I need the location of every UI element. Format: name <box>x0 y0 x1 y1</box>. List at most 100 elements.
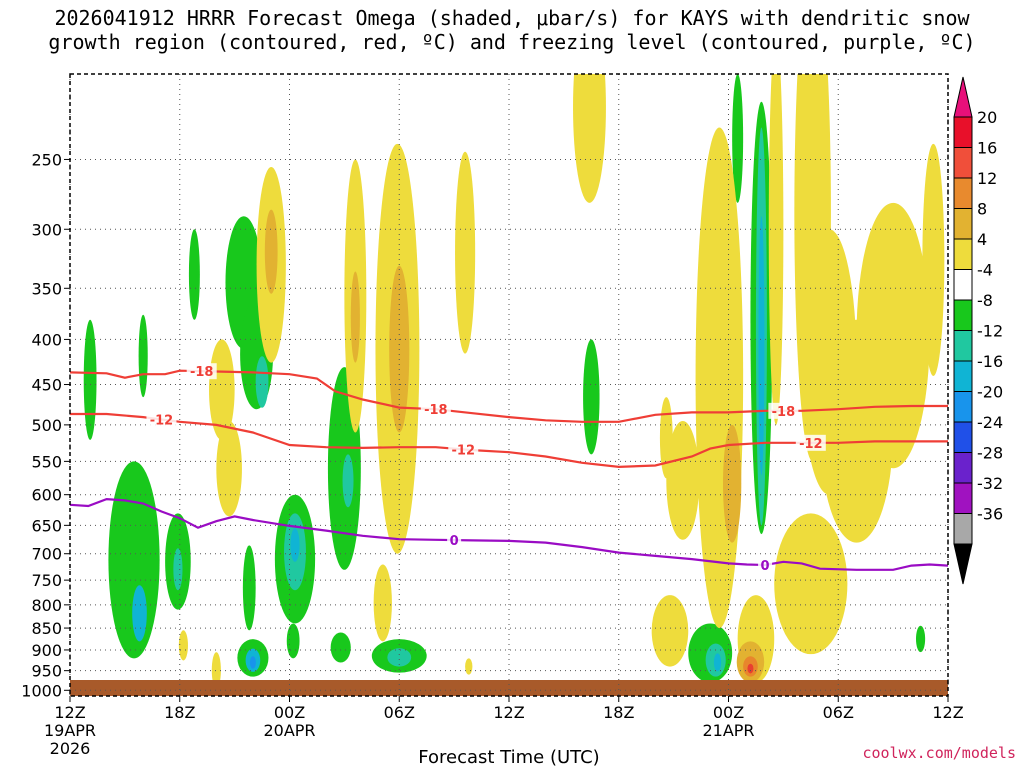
omega-region-9 <box>255 356 269 408</box>
colorbar-level-11: -28 <box>977 444 1003 463</box>
colorbar-swatch-7 <box>953 330 973 362</box>
y-tick-label-800: 800 <box>31 596 62 615</box>
colorbar-top-arrow <box>953 76 973 118</box>
omega-region-22 <box>387 648 412 667</box>
x-axis-label: Forecast Time (UTC) <box>418 747 599 768</box>
y-tick-label-700: 700 <box>31 545 62 564</box>
omega-region-52 <box>723 424 742 543</box>
y-tick-label-950: 950 <box>31 662 62 681</box>
x-tick-label-0: 12Z <box>54 703 85 722</box>
omega-region-17 <box>286 623 300 659</box>
colorbar-swatch-5 <box>953 269 973 301</box>
y-tick-label-450: 450 <box>31 376 62 395</box>
x-tick-label-6: 18Z <box>164 703 195 722</box>
colorbar-swatch-8 <box>953 360 973 392</box>
y-tick-label-900: 900 <box>31 641 62 660</box>
colorbar-level-10: -24 <box>977 413 1003 432</box>
omega-region-16 <box>290 528 300 562</box>
colorbar-swatch-4 <box>953 238 973 270</box>
omega-region-6 <box>188 229 200 320</box>
y-tick-label-400: 400 <box>31 330 62 349</box>
omega-region-33 <box>915 625 926 653</box>
omega-region-19 <box>342 454 354 508</box>
chart-title: 2026041912 HRRR Forecast Omega (shaded, … <box>0 6 1024 54</box>
omega-shading <box>83 74 945 689</box>
omega-region-50 <box>651 595 689 667</box>
y-tick-label-250: 250 <box>31 150 62 169</box>
omega-region-20 <box>330 632 351 663</box>
x-tick-label-12: 00Z <box>274 703 305 722</box>
omega-region-0 <box>83 319 97 440</box>
contour-label-bg-2-1 <box>758 557 773 574</box>
colorbar: 20 16 12 8 4 -4 -8 -12 -16 -20 -24 -28 -32 -36 <box>953 76 1003 585</box>
contour-label-0-2: -18 <box>772 405 796 420</box>
omega-region-45 <box>455 151 476 354</box>
y-axis: 250 300 350 400 450 500 550 600 650 700 750 800 850 9… <box>21 150 70 700</box>
colorbar-swatch-0 <box>953 116 973 148</box>
contour-label-2-0: 0 <box>450 534 459 549</box>
omega-region-1 <box>138 314 148 398</box>
x-tick-label-30: 18Z <box>603 703 634 722</box>
omega-region-26 <box>713 653 722 672</box>
x-date-label-36: 21APR <box>702 721 754 740</box>
colorbar-level-8: -16 <box>977 352 1003 371</box>
omega-region-5 <box>173 548 183 591</box>
omega-region-49 <box>666 421 700 540</box>
contour-label-bg-0-2 <box>768 402 799 419</box>
omega-region-46 <box>465 658 473 675</box>
y-tick-label-850: 850 <box>31 619 62 638</box>
omega-region-58 <box>922 143 945 376</box>
colorbar-level-3: 8 <box>977 200 987 219</box>
colorbar-swatch-2 <box>953 177 973 209</box>
colorbar-level-12: -32 <box>977 474 1003 493</box>
colorbar-level-0: 20 <box>977 108 997 127</box>
omega-region-31 <box>732 74 744 203</box>
omega-region-13 <box>249 656 256 669</box>
y-tick-label-600: 600 <box>31 486 62 505</box>
colorbar-level-5: -4 <box>977 261 993 280</box>
contour-lines: -18 -18 -18 -12 -12 -12 0 0 <box>70 363 948 574</box>
colorbar-swatch-12 <box>953 482 973 514</box>
colorbar-swatch-3 <box>953 208 973 240</box>
x-date-label-0: 19APR <box>44 721 96 740</box>
y-tick-label-300: 300 <box>31 220 62 239</box>
y-tick-label-650: 650 <box>31 516 62 535</box>
omega-region-47 <box>573 74 606 203</box>
y-tick-label-500: 500 <box>31 416 62 435</box>
colorbar-level-1: 16 <box>977 139 997 158</box>
colorbar-level-4: 4 <box>977 230 987 249</box>
colorbar-swatch-13 <box>953 513 973 545</box>
omega-region-37 <box>216 421 242 517</box>
contour-label-0-0: -18 <box>190 365 214 380</box>
x-year-label-0: 2026 <box>50 739 91 758</box>
contour-label-bg-0-1 <box>420 401 451 418</box>
omega-region-23 <box>583 339 600 455</box>
y-tick-label-550: 550 <box>31 452 62 471</box>
contour-label-bg-1-0 <box>146 411 177 428</box>
omega-region-44 <box>373 564 392 642</box>
contour-1 <box>70 412 948 469</box>
omega-region-57 <box>856 202 930 469</box>
colorbar-swatch-11 <box>953 452 973 484</box>
contour-label-bg-1-2 <box>795 434 826 451</box>
contour-label-2-1: 0 <box>761 559 770 574</box>
x-tick-label-36: 00Z <box>713 703 744 722</box>
omega-region-51 <box>695 127 744 629</box>
contour-label-1-2: -12 <box>799 437 823 452</box>
y-tick-label-350: 350 <box>31 279 62 298</box>
colorbar-swatch-10 <box>953 421 973 453</box>
credit-text: coolwx.com/models <box>862 744 1016 762</box>
omega-region-10 <box>242 545 256 631</box>
colorbar-level-6: -8 <box>977 291 993 310</box>
title-line-1: 2026041912 HRRR Forecast Omega (shaded, … <box>54 6 970 30</box>
colorbar-level-9: -20 <box>977 383 1003 402</box>
contour-label-1-0: -12 <box>150 413 174 428</box>
x-tick-label-18: 06Z <box>384 703 415 722</box>
colorbar-level-13: -36 <box>977 505 1003 524</box>
y-tick-label-750: 750 <box>31 571 62 590</box>
omega-region-38 <box>211 652 221 689</box>
colorbar-bottom-arrow <box>953 543 973 585</box>
ground-surface <box>70 680 948 696</box>
